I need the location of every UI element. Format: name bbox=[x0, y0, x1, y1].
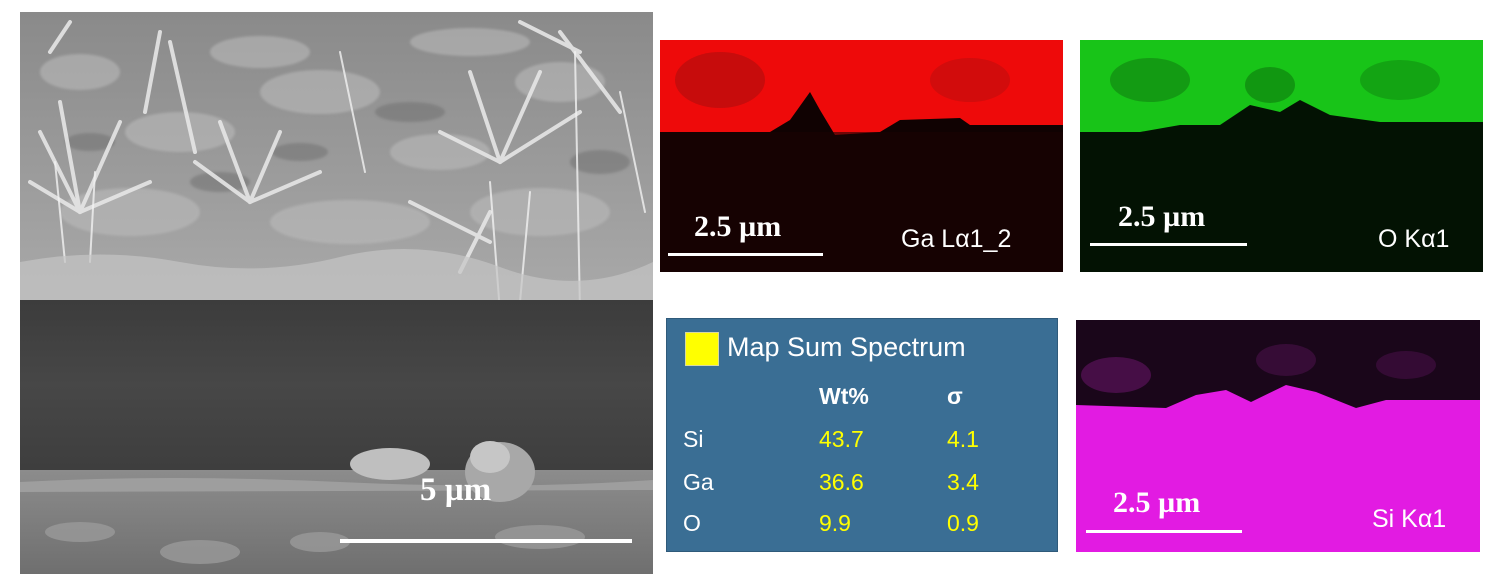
o-element-label: O Kα1 bbox=[1378, 225, 1450, 253]
sem-scale-label: 5 µm bbox=[420, 472, 492, 508]
si-scale-bar bbox=[1086, 530, 1242, 533]
row-sigma: 0.9 bbox=[947, 510, 979, 536]
column-header-sigma: σ bbox=[947, 383, 963, 409]
si-map-graphic bbox=[1076, 320, 1480, 552]
si-scale-label: 2.5 µm bbox=[1113, 486, 1201, 519]
row-wt: 43.7 bbox=[819, 426, 864, 452]
column-header-wt: Wt% bbox=[819, 383, 869, 409]
row-wt: 36.6 bbox=[819, 469, 864, 495]
row-element: Ga bbox=[683, 469, 714, 495]
si-element-label: Si Kα1 bbox=[1372, 505, 1447, 533]
spectrum-title: Map Sum Spectrum bbox=[727, 332, 966, 362]
map-sum-spectrum-table: Map Sum Spectrum Wt% σ Si 43.7 4.1 Ga 36… bbox=[666, 318, 1058, 552]
o-scale-label: 2.5 µm bbox=[1118, 200, 1206, 233]
o-scale-bar bbox=[1090, 243, 1247, 246]
o-map-graphic bbox=[1080, 40, 1483, 272]
row-element: Si bbox=[683, 426, 704, 452]
ga-scale-label: 2.5 µm bbox=[694, 210, 782, 243]
row-wt: 9.9 bbox=[819, 510, 851, 536]
row-element: O bbox=[683, 510, 701, 536]
ga-map-graphic bbox=[660, 40, 1063, 272]
o-eds-map: 2.5 µm O Kα1 bbox=[1080, 40, 1483, 272]
ga-scale-bar bbox=[668, 253, 823, 256]
sem-image-graphic bbox=[20, 12, 653, 574]
row-sigma: 3.4 bbox=[947, 469, 979, 495]
si-eds-map: 2.5 µm Si Kα1 bbox=[1076, 320, 1480, 552]
ga-eds-map: 2.5 µm Ga Lα1_2 bbox=[660, 40, 1063, 272]
ga-element-label: Ga Lα1_2 bbox=[901, 225, 1012, 253]
row-sigma: 4.1 bbox=[947, 426, 979, 452]
sem-micrograph: 5 µm bbox=[20, 12, 653, 574]
spectrum-color-swatch bbox=[685, 332, 719, 366]
sem-scale-bar bbox=[340, 539, 632, 543]
